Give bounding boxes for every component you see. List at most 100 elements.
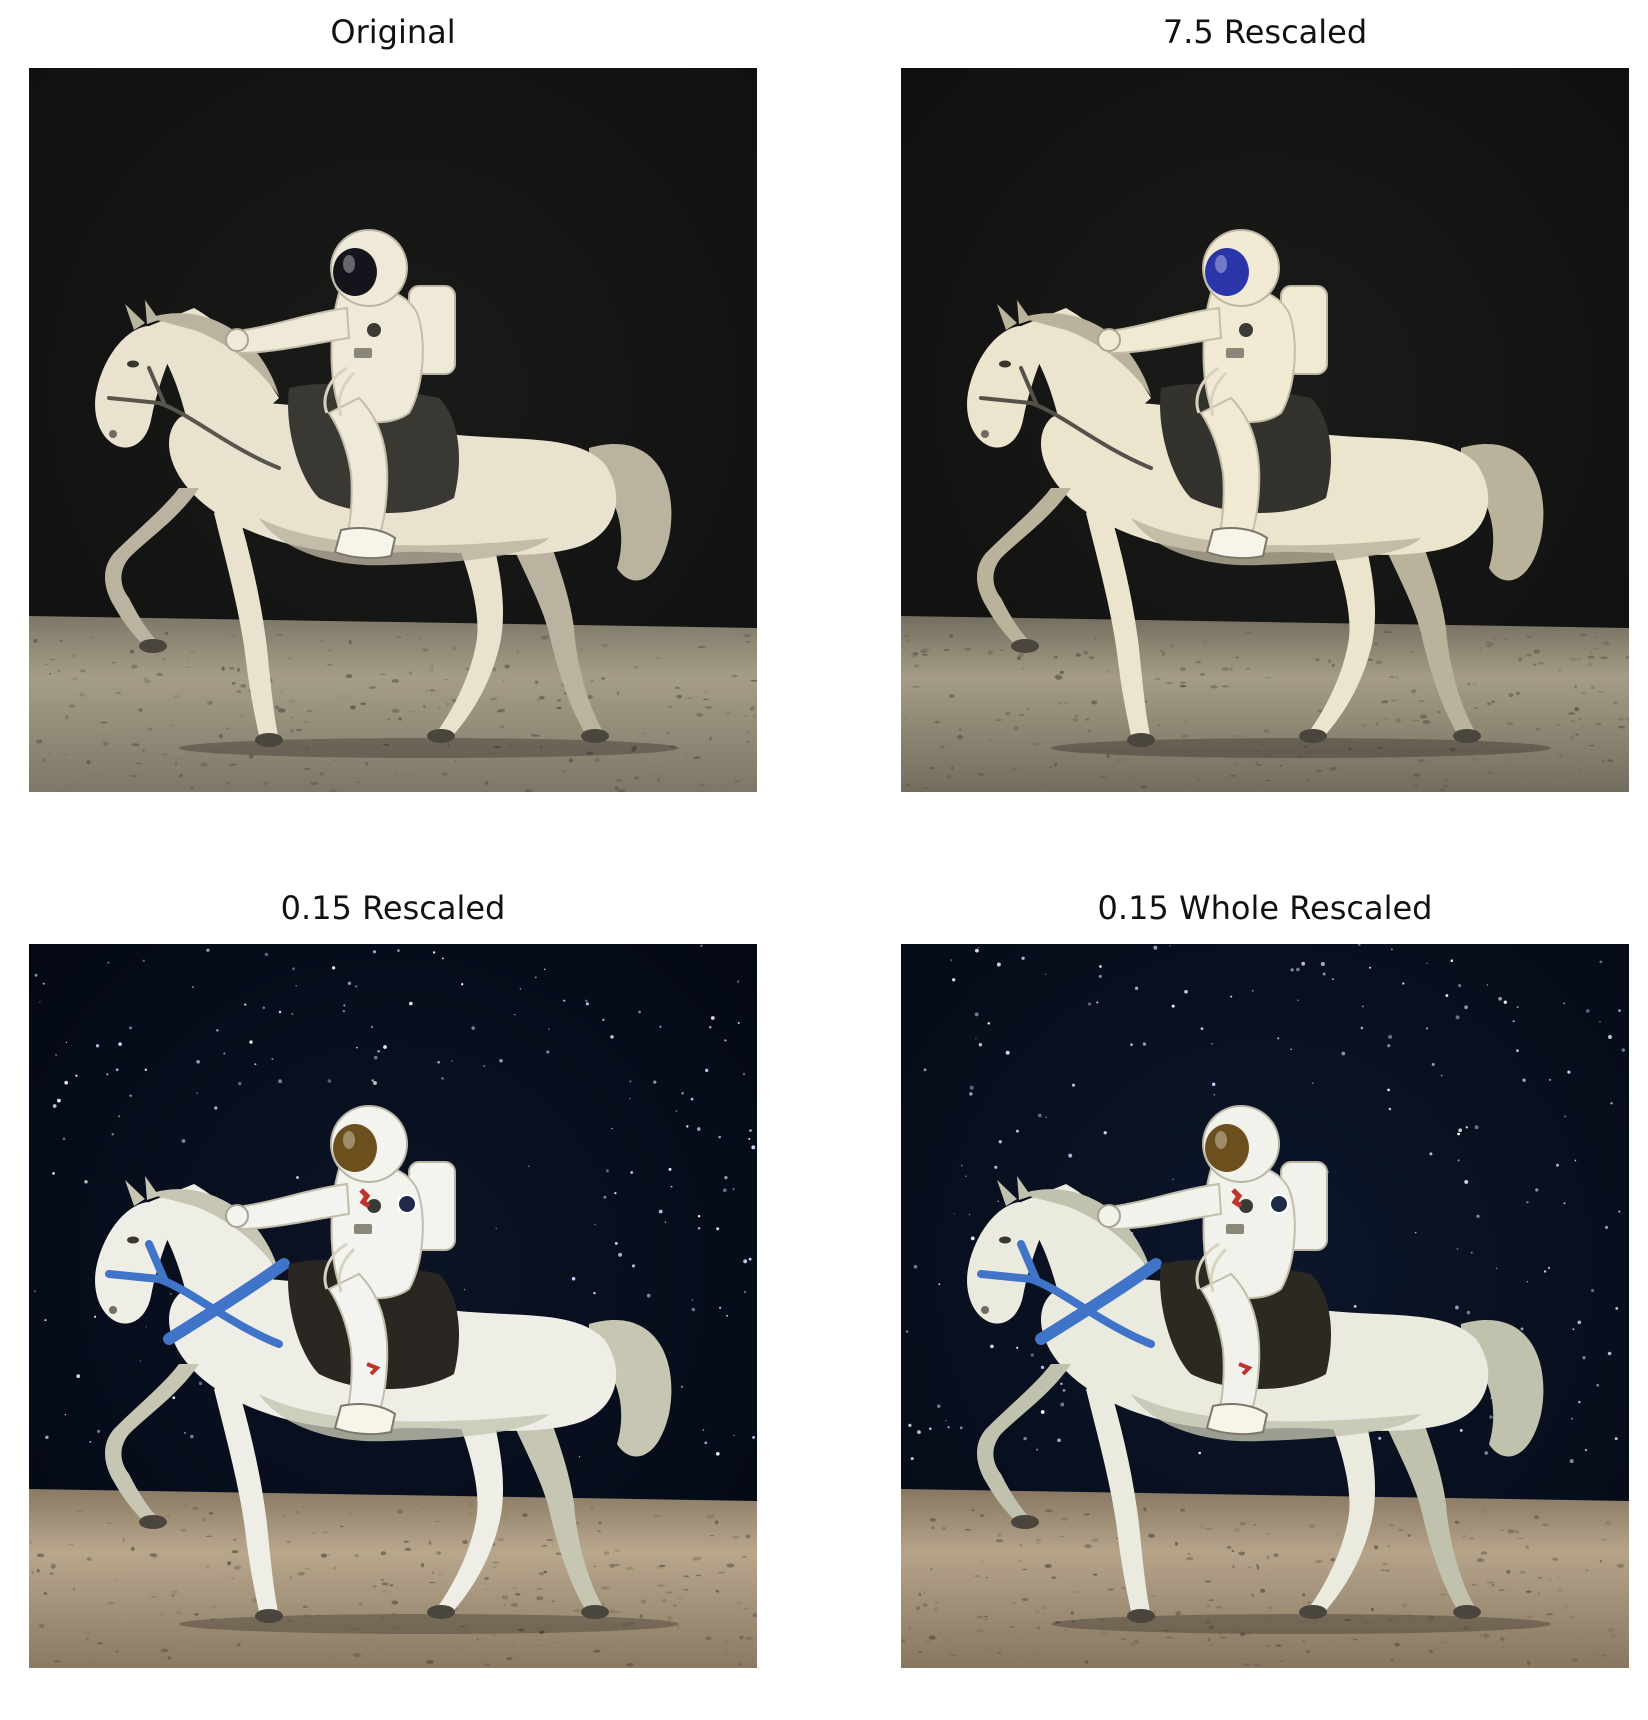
horse-hoof	[427, 729, 455, 743]
panel-title: 0.15 Whole Rescaled	[1097, 889, 1433, 927]
horse-hoof	[1011, 1515, 1039, 1529]
horse-head	[95, 326, 179, 448]
horse-ear	[145, 1176, 159, 1200]
panel-image	[29, 944, 757, 1668]
astronaut-glove	[225, 1204, 249, 1228]
horse-ear	[1017, 1176, 1031, 1200]
horse-nostril	[109, 430, 117, 438]
panel-image	[901, 68, 1629, 792]
visor-highlight	[1215, 1131, 1227, 1149]
scene-illustration	[901, 68, 1629, 792]
visor-highlight	[343, 255, 355, 273]
horse-eye	[999, 1236, 1011, 1244]
horse-raised-leg	[104, 1364, 199, 1526]
horse-hoof	[1299, 1605, 1327, 1619]
astronaut-boot	[1205, 1403, 1269, 1436]
suit-hoses	[323, 1242, 356, 1293]
horse-shadow	[179, 1614, 679, 1634]
mission-patch	[397, 1194, 417, 1214]
horse-hoof	[1299, 729, 1327, 743]
chest-control	[367, 1199, 381, 1213]
horse-mane	[149, 313, 279, 396]
helmet-visor	[1205, 1124, 1249, 1172]
helmet-visor	[1205, 248, 1249, 296]
ground-texture	[903, 631, 1629, 792]
horse-ear	[997, 1180, 1017, 1206]
suit-hoses	[1195, 1242, 1228, 1293]
astronaut-boot	[1205, 527, 1269, 560]
breastplate-strap	[1035, 1258, 1162, 1345]
astronaut-glove	[225, 328, 249, 352]
astronaut	[1097, 229, 1328, 560]
horse-nostril	[981, 430, 989, 438]
horse-front-leg	[214, 498, 279, 744]
horse-raised-leg	[104, 488, 199, 650]
horse-nostril	[109, 1306, 117, 1314]
breastplate-strap	[163, 1258, 290, 1345]
flag-patch	[366, 1362, 381, 1376]
bridle	[979, 366, 1153, 470]
suit-hoses	[1195, 366, 1228, 417]
horse-ear	[1017, 300, 1031, 324]
lunar-ground	[29, 1489, 757, 1668]
chest-control	[1239, 1199, 1253, 1213]
horse-raised-leg	[976, 488, 1071, 650]
lunar-ground	[901, 616, 1629, 792]
panel-title: 0.15 Rescaled	[280, 889, 506, 927]
astronaut	[225, 1105, 456, 1436]
horse-hoof	[1011, 639, 1039, 653]
astronaut-glove	[1097, 1204, 1121, 1228]
horse-belly-shade	[1131, 518, 1421, 566]
chest-control	[1239, 323, 1253, 337]
chest-panel	[354, 348, 372, 358]
horse-ear	[125, 304, 145, 330]
horse-raised-leg	[976, 1364, 1071, 1526]
horse-hind-leg	[437, 508, 504, 740]
horse-hoof	[1127, 1609, 1155, 1623]
astronaut-torso	[330, 287, 424, 424]
panel-title: Original	[330, 13, 456, 51]
astronaut	[225, 229, 456, 560]
astronaut	[1097, 1105, 1328, 1436]
scene-illustration	[901, 944, 1629, 1668]
horse-hind-leg	[1309, 1384, 1376, 1616]
horse-ear	[145, 300, 159, 324]
horse-shadow	[1051, 1614, 1551, 1634]
horse-hoof	[581, 729, 609, 743]
scene-illustration	[29, 944, 757, 1668]
horse-ear	[125, 1180, 145, 1206]
astronaut-boot	[333, 1403, 397, 1436]
horse-hoof	[139, 639, 167, 653]
visor-highlight	[1215, 255, 1227, 273]
horse	[967, 300, 1544, 747]
horse-hoof	[139, 1515, 167, 1529]
helmet-visor	[333, 248, 377, 296]
panel-title: 7.5 Rescaled	[1162, 13, 1368, 51]
horse-belly-shade	[259, 1394, 549, 1442]
horse-front-leg	[214, 1374, 279, 1620]
ground-texture	[29, 1503, 757, 1668]
astronaut-arm	[1109, 1182, 1223, 1231]
suit-hoses	[323, 366, 356, 417]
chest-control	[367, 323, 381, 337]
panel-image	[901, 944, 1629, 1668]
horse-ear	[997, 304, 1017, 330]
horse-mane	[149, 1189, 279, 1272]
horse-head	[95, 1202, 179, 1324]
horse-front-leg	[1086, 1374, 1151, 1620]
astronaut-boot	[333, 527, 397, 560]
chest-panel	[1226, 1224, 1244, 1234]
horse-eye	[127, 1236, 139, 1244]
horse-head	[967, 326, 1051, 448]
horse-hoof	[255, 733, 283, 747]
horse-mane	[1021, 1189, 1151, 1272]
flag-patch	[359, 1188, 371, 1209]
horse-hoof	[1453, 729, 1481, 743]
horse-hoof	[1127, 733, 1155, 747]
horse-hoof	[1453, 1605, 1481, 1619]
astronaut-torso	[1202, 287, 1296, 424]
astronaut-arm	[237, 306, 351, 355]
horse-head	[967, 1202, 1051, 1324]
horse-hind-leg	[437, 1384, 504, 1616]
horse-hind-leg	[1309, 508, 1376, 740]
